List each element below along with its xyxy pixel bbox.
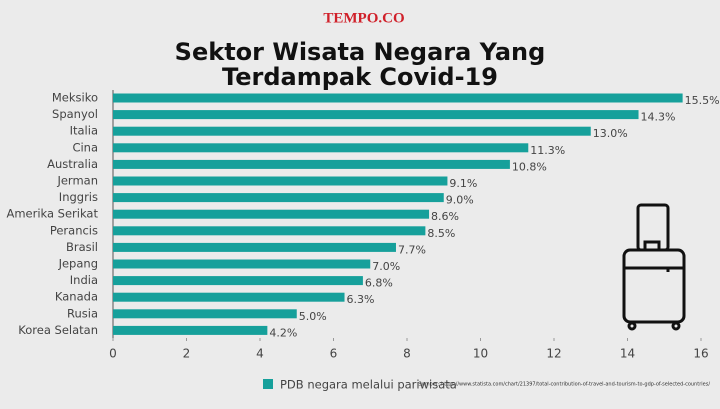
x-tick-label: 12 (546, 347, 561, 361)
value-label: 10.8% (512, 160, 547, 173)
y-tick-label: Brasil (66, 240, 98, 254)
legend-label: PDB negara melalui pariwisata (280, 378, 457, 392)
value-label: 9.0% (446, 194, 474, 207)
bar (113, 276, 363, 286)
value-label: 6.8% (365, 277, 393, 290)
bar (113, 325, 268, 335)
y-tick-label: Jerman (56, 174, 98, 188)
x-tick-label: 4 (256, 347, 264, 361)
brand-logo: TEMPO.CO (323, 10, 404, 26)
chart-title: Sektor Wisata Negara Yang (175, 38, 546, 66)
bar (113, 126, 591, 136)
y-tick-label: Jepang (58, 257, 98, 271)
legend-swatch (263, 379, 273, 389)
y-tick-label: Kanada (55, 290, 98, 304)
value-label: 13.0% (593, 127, 628, 140)
source-note: Sumber: https://www.statista.com/chart/2… (418, 382, 710, 388)
y-tick-label: Meksiko (52, 91, 98, 105)
bar (113, 242, 396, 252)
value-label: 8.6% (431, 210, 459, 223)
value-label: 4.2% (269, 326, 297, 339)
y-tick-label: Rusia (67, 306, 98, 320)
bar (113, 93, 683, 103)
bar (113, 209, 430, 219)
value-label: 14.3% (641, 111, 676, 124)
suitcase-icon (622, 203, 686, 331)
bar (113, 259, 371, 269)
value-label: 7.7% (398, 243, 426, 256)
y-tick-label: Korea Selatan (18, 323, 98, 337)
y-tick-label: Italia (70, 124, 98, 138)
value-label: 8.5% (427, 227, 455, 240)
y-tick-label: India (70, 273, 98, 287)
y-tick-label: Cina (72, 140, 98, 154)
x-tick-label: 10 (473, 347, 488, 361)
value-label: 5.0% (299, 310, 327, 323)
value-label: 9.1% (449, 177, 477, 190)
bar (113, 292, 345, 302)
y-tick-label: Amerika Serikat (6, 207, 98, 221)
bar (113, 110, 639, 120)
x-tick-label: 6 (330, 347, 338, 361)
bar (113, 143, 529, 153)
x-tick-label: 0 (109, 347, 117, 361)
y-tick-label: Spanyol (52, 107, 98, 121)
x-tick-label: 2 (183, 347, 191, 361)
x-tick-label: 16 (693, 347, 708, 361)
y-tick-label: Perancis (50, 223, 98, 237)
value-label: 11.3% (530, 144, 565, 157)
bar (113, 176, 448, 186)
value-label: 6.3% (347, 293, 375, 306)
x-tick-label: 8 (403, 347, 411, 361)
value-label: 7.0% (372, 260, 400, 273)
y-tick-label: Inggris (59, 190, 98, 204)
bar (113, 193, 444, 203)
bar (113, 159, 510, 169)
value-label: 15.5% (685, 94, 720, 107)
bar (113, 226, 426, 236)
x-tick-label: 14 (620, 347, 635, 361)
bar (113, 309, 297, 319)
y-tick-label: Australia (47, 157, 98, 171)
chart-title: Terdampak Covid-19 (222, 63, 498, 91)
